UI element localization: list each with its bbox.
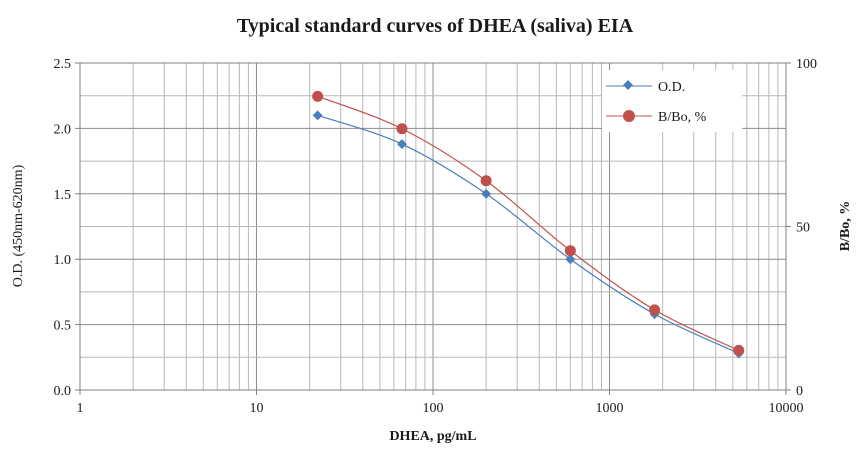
y-axis-ticks: 0.0 0.5 1.0 1.5 2.0 2.5 xyxy=(54,57,80,399)
y2-tick-label: 50 xyxy=(796,221,810,236)
y-tick-label: 2.0 xyxy=(54,122,72,137)
x-axis-label: DHEA, pg/mL xyxy=(389,429,476,444)
x-tick-label: 1000 xyxy=(596,401,624,416)
y-tick-label: 1.0 xyxy=(54,253,72,268)
x-axis-ticks: 1 10 100 1000 10000 xyxy=(77,390,804,416)
legend-label-od: O.D. xyxy=(658,80,685,95)
y-tick-label: 2.5 xyxy=(54,57,72,72)
data-point-bbo xyxy=(396,123,408,135)
legend: O.D. B/Bo, % xyxy=(602,70,742,132)
y-tick-label: 0.0 xyxy=(54,384,72,399)
data-point-bbo xyxy=(564,245,576,257)
data-point-od xyxy=(481,188,492,199)
x-tick-label: 1 xyxy=(77,401,84,416)
series-line-bbo xyxy=(317,95,740,351)
legend-marker-bbo xyxy=(623,110,635,122)
y-tick-label: 0.5 xyxy=(54,319,72,334)
x-tick-label: 100 xyxy=(423,401,444,416)
data-point-bbo xyxy=(480,175,492,187)
series-line-od xyxy=(317,114,740,354)
data-point-bbo xyxy=(649,304,661,316)
series-layer xyxy=(312,90,745,359)
legend-label-bbo: B/Bo, % xyxy=(658,110,707,125)
y2-axis-ticks: 0 50 100 xyxy=(786,57,817,399)
y-axis-label: O.D. (450nm-620nm) xyxy=(11,164,26,287)
y-tick-label: 1.5 xyxy=(54,188,72,203)
x-tick-label: 10000 xyxy=(769,401,804,416)
legend-marker-od xyxy=(623,80,633,90)
legend-box xyxy=(602,70,742,132)
data-point-bbo xyxy=(312,90,324,102)
x-tick-label: 10 xyxy=(250,401,264,416)
data-point-od xyxy=(397,139,407,150)
chart-title: Typical standard curves of DHEA (saliva)… xyxy=(237,15,634,37)
y2-axis-label: B/Bo, % xyxy=(838,201,853,252)
data-point-od xyxy=(312,110,323,121)
data-point-bbo xyxy=(733,344,745,356)
y2-tick-label: 100 xyxy=(796,57,817,72)
y2-tick-label: 0 xyxy=(796,384,803,399)
